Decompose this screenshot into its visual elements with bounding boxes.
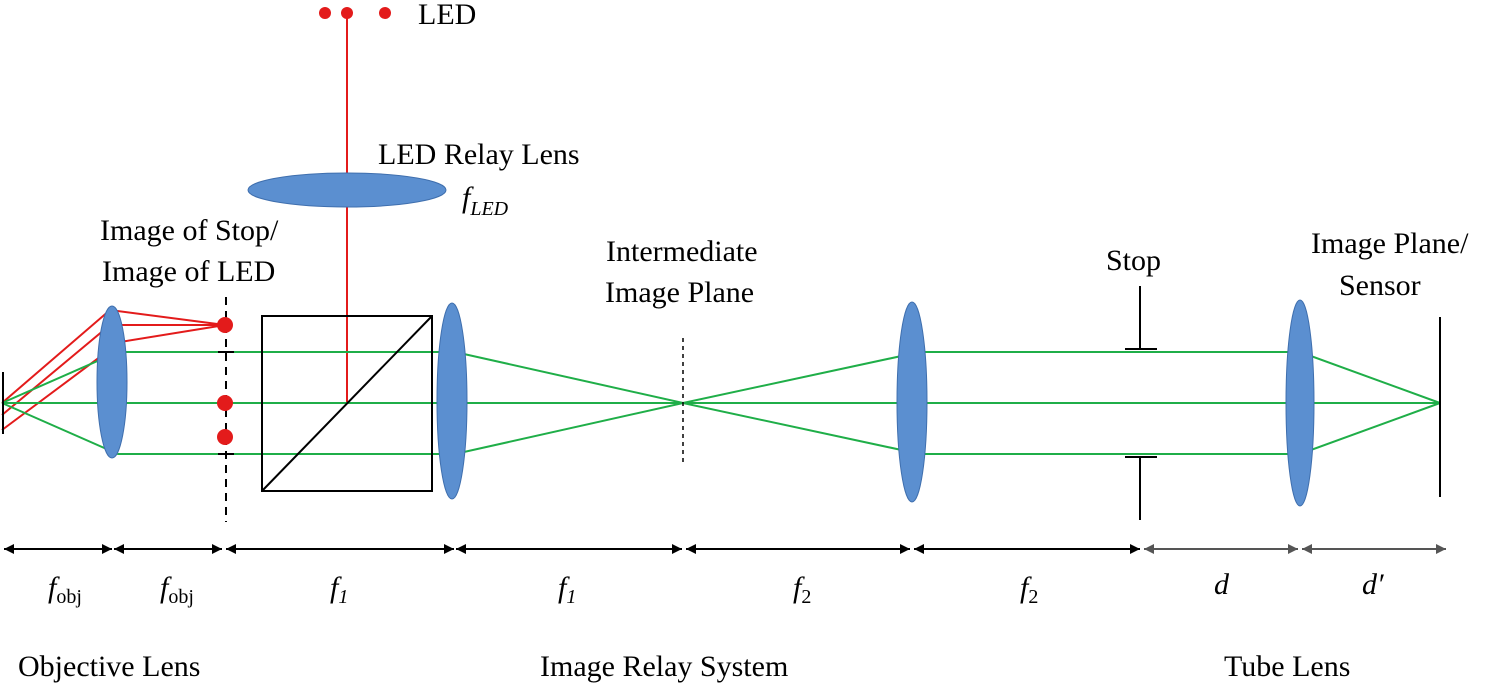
f1-label-2: f1 <box>558 571 576 608</box>
image-relay-section-label: Image Relay System <box>540 650 788 683</box>
tube-lens-section-label: Tube Lens <box>1224 650 1350 683</box>
f-obj-label-2: fobj <box>160 571 194 608</box>
led-image-dot <box>217 395 233 411</box>
led-sources <box>319 7 391 19</box>
intermediate-label-2: Image Plane <box>605 276 754 309</box>
led-image-dot <box>217 429 233 445</box>
f-led-symbol: fLED <box>462 181 509 220</box>
lenses <box>96 172 1315 507</box>
aperture-stop <box>1125 286 1157 520</box>
intermediate-label-1: Intermediate <box>606 235 758 268</box>
image-plane-label-2: Sensor <box>1339 269 1421 302</box>
led-dot <box>379 7 391 19</box>
led-image-dot <box>217 317 233 333</box>
tube-lens <box>1285 299 1315 507</box>
led-dot <box>319 7 331 19</box>
led-label: LED <box>418 0 476 31</box>
relay-lens-2 <box>896 301 928 503</box>
d-prime-label: d′ <box>1362 568 1384 601</box>
f-obj-label-1: fobj <box>48 571 82 608</box>
stop-label: Stop <box>1106 244 1161 277</box>
led-relay-lens-label: LED Relay Lens <box>378 138 580 171</box>
objective-lens <box>96 305 128 459</box>
image-of-stop-label-2: Image of LED <box>102 255 275 288</box>
image-of-stop-plane <box>217 297 234 522</box>
image-of-stop-label-1: Image of Stop/ <box>100 214 279 247</box>
led-relay-lens <box>247 172 447 208</box>
beam-splitter-cube <box>261 315 433 492</box>
f2-label-1: f2 <box>793 571 811 608</box>
relay-lens-1 <box>436 302 468 500</box>
image-plane-label-1: Image Plane/ <box>1311 227 1469 260</box>
f2-label-2: f2 <box>1020 571 1038 608</box>
d-label: d <box>1214 568 1230 601</box>
f1-label-1: f1 <box>330 571 348 608</box>
objective-lens-section-label: Objective Lens <box>18 650 200 683</box>
